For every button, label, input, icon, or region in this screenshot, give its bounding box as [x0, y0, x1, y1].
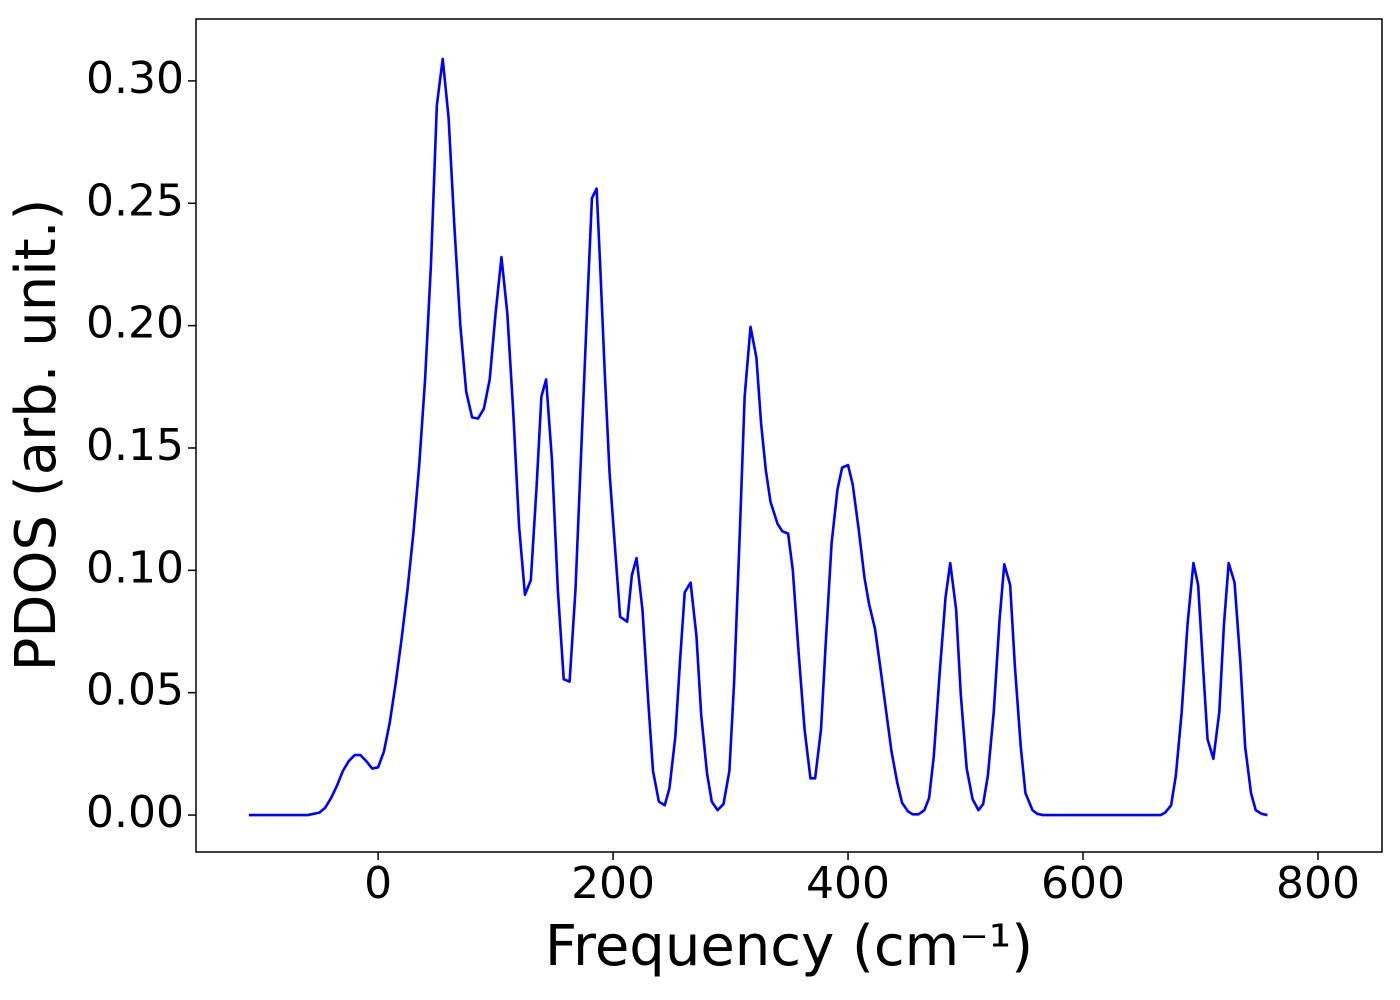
y-tick-label: 0.25: [86, 175, 184, 226]
y-tick-label: 0.05: [86, 665, 184, 716]
x-tick-label: 800: [1276, 858, 1360, 909]
y-tick-label: 0.15: [86, 420, 184, 471]
x-tick-label: 0: [364, 858, 392, 909]
y-tick-label: 0.00: [86, 787, 184, 838]
y-tick-label: 0.30: [86, 53, 184, 104]
y-axis-label: PDOS (arb. unit.): [4, 199, 69, 672]
y-tick-label: 0.10: [86, 542, 184, 593]
x-tick-label: 200: [571, 858, 655, 909]
x-tick-label: 400: [806, 858, 890, 909]
data-line: [248, 57, 1268, 817]
x-tick-label: 600: [1041, 858, 1125, 909]
y-tick-label: 0.20: [86, 298, 184, 349]
plot-frame: [195, 18, 1383, 853]
x-axis-label: Frequency (cm⁻¹): [545, 914, 1033, 979]
